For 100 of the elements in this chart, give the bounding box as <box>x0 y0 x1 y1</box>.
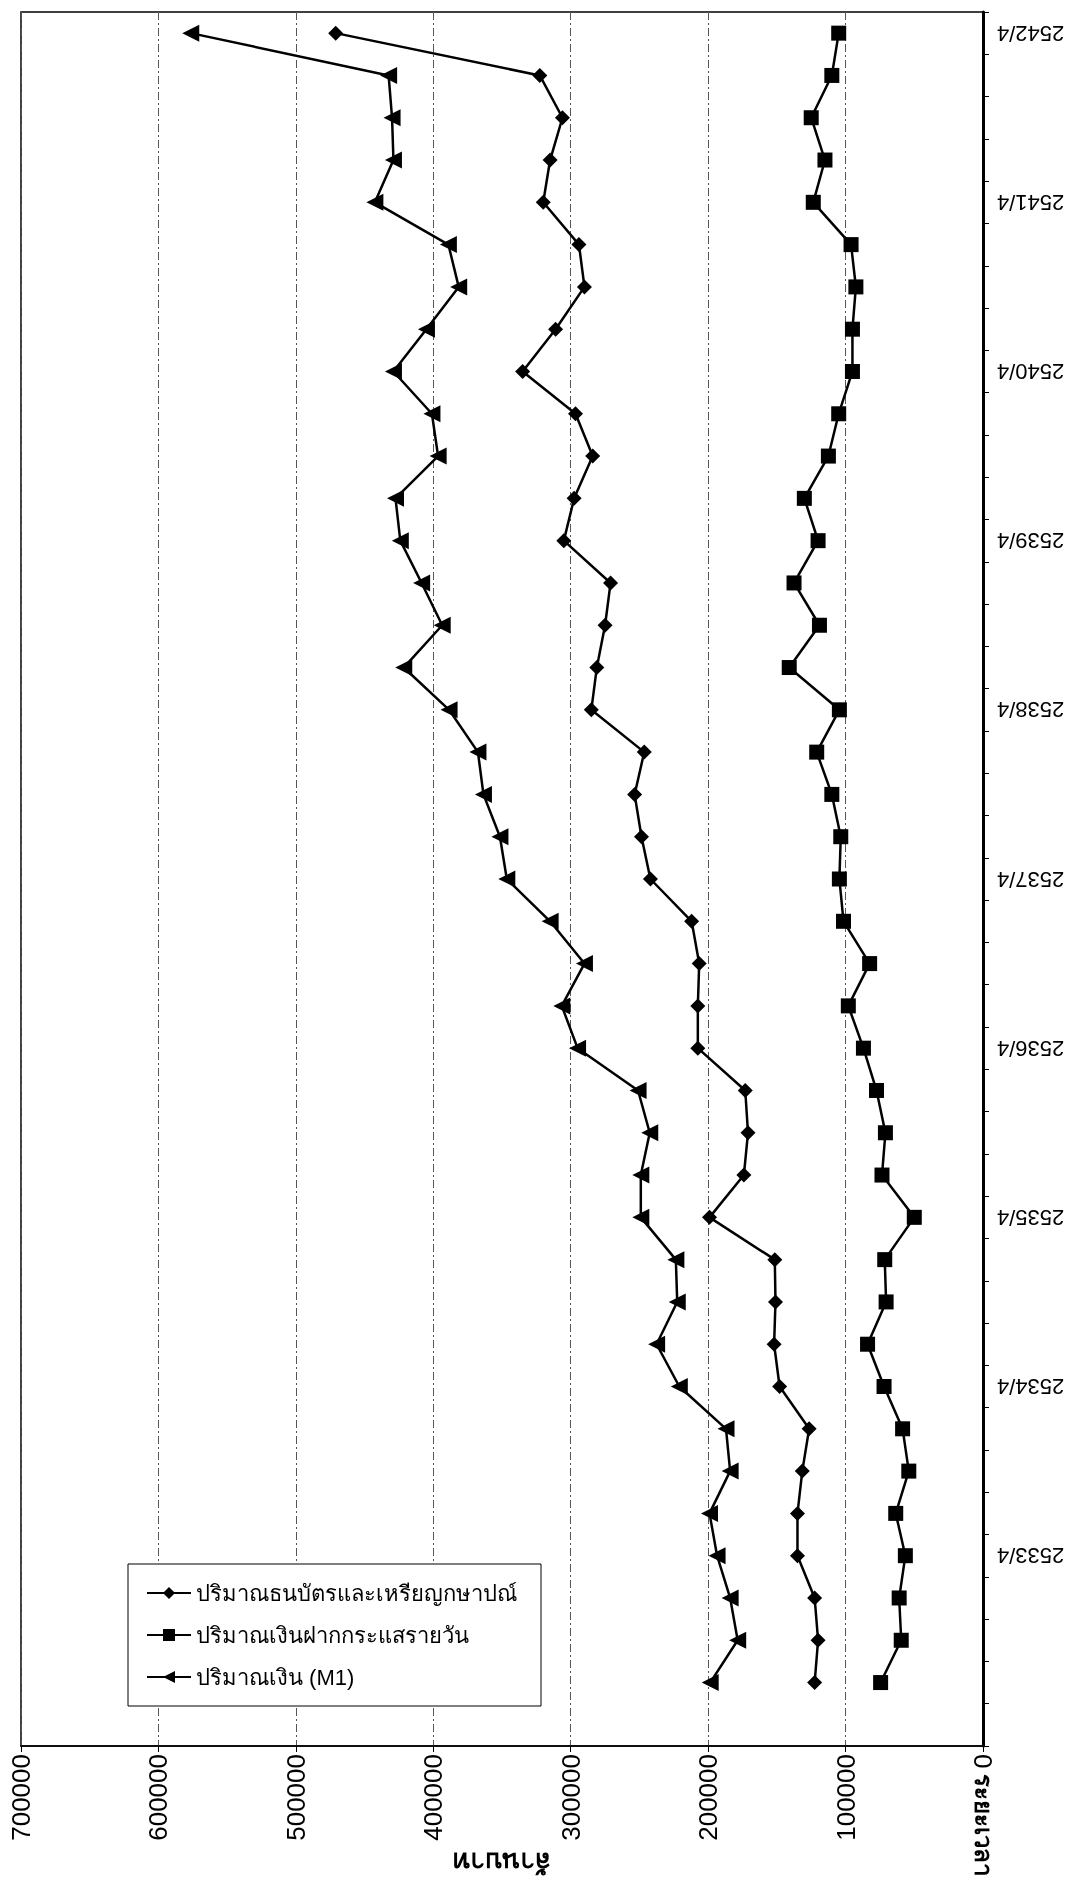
point <box>878 1294 894 1310</box>
point <box>794 1463 810 1479</box>
point <box>648 1335 666 1353</box>
point <box>575 955 593 973</box>
point <box>817 152 833 168</box>
y-tick-label: 2533/4 <box>997 1543 1065 1569</box>
y-axis-title: ระยะเวลา <box>969 1774 997 1877</box>
point <box>541 912 559 930</box>
y-tick-label: 2537/4 <box>997 866 1065 892</box>
point <box>702 1209 718 1225</box>
point <box>810 533 826 549</box>
point <box>766 1336 782 1352</box>
y-tick-label: 2540/4 <box>997 358 1065 384</box>
point <box>868 1082 884 1098</box>
point <box>576 279 592 295</box>
point <box>498 870 516 888</box>
y-tick-label: 2542/4 <box>997 20 1065 46</box>
x-tick-label: 700000 <box>6 1754 36 1841</box>
point <box>809 744 825 760</box>
point <box>433 616 451 634</box>
x-tick-label: 400000 <box>418 1754 449 1841</box>
point <box>542 152 558 168</box>
point <box>844 363 860 379</box>
point <box>772 1379 788 1395</box>
point <box>803 110 819 126</box>
point <box>690 998 706 1014</box>
point <box>691 956 707 972</box>
point <box>740 1125 756 1141</box>
point <box>767 1252 783 1268</box>
point <box>439 236 457 254</box>
point <box>901 1463 917 1479</box>
point <box>824 786 840 802</box>
point <box>701 1674 719 1692</box>
point <box>554 110 570 126</box>
point <box>831 406 847 422</box>
point <box>450 278 468 296</box>
point <box>807 1675 823 1691</box>
point <box>515 363 531 379</box>
point <box>708 1547 726 1565</box>
point <box>440 701 458 719</box>
point <box>820 448 836 464</box>
point <box>469 743 487 761</box>
point <box>906 1209 922 1225</box>
point <box>874 1167 890 1183</box>
point <box>423 405 441 423</box>
point <box>632 1208 650 1226</box>
point <box>627 786 643 802</box>
point <box>629 1081 647 1099</box>
point <box>429 447 447 465</box>
point <box>417 320 435 338</box>
point <box>532 67 548 83</box>
y-tick-label: 2534/4 <box>997 1374 1065 1400</box>
point <box>384 151 402 169</box>
point <box>895 1421 911 1437</box>
point <box>876 1379 892 1395</box>
point <box>831 871 847 887</box>
point <box>831 702 847 718</box>
point <box>571 237 587 253</box>
y-tick-label: 2541/4 <box>997 189 1065 215</box>
point <box>366 193 384 211</box>
point <box>386 489 404 507</box>
point <box>583 702 599 718</box>
point <box>328 25 344 41</box>
point <box>824 67 840 83</box>
point <box>801 1421 817 1437</box>
point <box>862 956 878 972</box>
point <box>556 533 572 549</box>
point <box>182 24 200 42</box>
point <box>597 617 613 633</box>
point <box>877 1252 893 1268</box>
point <box>789 1548 805 1564</box>
point <box>810 1632 826 1648</box>
y-tick-label: 2535/4 <box>997 1204 1065 1230</box>
point <box>893 1632 909 1648</box>
legend-label: ปริมาณเงินฝากกระแสรายวัน <box>196 1622 469 1648</box>
legend-label: ปริมาณเงิน (M1) <box>196 1664 355 1690</box>
y-tick-label: 2538/4 <box>997 697 1065 723</box>
point <box>569 1039 587 1057</box>
point <box>568 406 584 422</box>
point <box>633 829 649 845</box>
point <box>789 1505 805 1521</box>
point <box>736 1167 752 1183</box>
point <box>668 1293 686 1311</box>
point <box>636 744 652 760</box>
x-tick-label: 100000 <box>830 1754 861 1841</box>
point <box>535 194 551 210</box>
point <box>701 1504 719 1522</box>
point <box>729 1631 747 1649</box>
point <box>384 362 402 380</box>
point <box>844 321 860 337</box>
x-tick-label: 600000 <box>143 1754 174 1841</box>
point <box>690 1040 706 1056</box>
point <box>796 490 812 506</box>
point <box>807 1590 823 1606</box>
point <box>811 617 827 633</box>
x-tick-label: 0 <box>968 1754 998 1769</box>
point <box>721 1589 739 1607</box>
x-tick-label: 200000 <box>693 1754 724 1841</box>
point <box>474 785 492 803</box>
y-tick-label: 2536/4 <box>997 1035 1065 1061</box>
